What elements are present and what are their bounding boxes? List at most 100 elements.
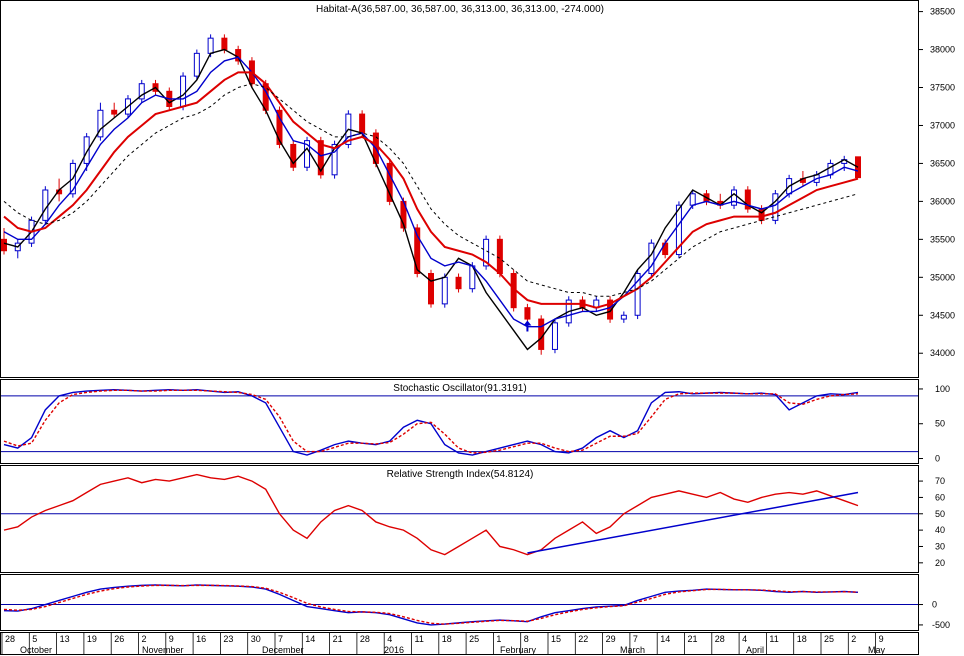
candle-body-46 (634, 273, 641, 316)
x-tick-label-30: 25 (824, 634, 834, 644)
x-tick-label-31: 2 (851, 634, 856, 644)
candle-body-32 (441, 276, 448, 305)
x-tick-label-22: 29 (606, 634, 616, 644)
month-label-4: February (500, 645, 537, 655)
x-tick-label-10: 7 (278, 634, 283, 644)
month-label-1: November (142, 645, 184, 655)
candle-body-38 (524, 307, 531, 320)
x-tick-label-1: 5 (32, 634, 37, 644)
y-tick-label-2-1: 60 (935, 492, 945, 502)
stochastic-panel (0, 379, 919, 464)
candle-body-13 (180, 75, 187, 107)
x-tick-label-11: 14 (305, 634, 315, 644)
candle-body-28 (386, 162, 393, 202)
candle-body-39 (538, 318, 545, 350)
x-tick-label-7: 16 (196, 634, 206, 644)
x-tick-label-4: 26 (114, 634, 124, 644)
buy-arrow-icon (523, 320, 532, 332)
y-tick-label-0-3: 37000 (930, 120, 955, 130)
x-tick-label-19: 8 (524, 634, 529, 644)
x-tick-label-23: 7 (633, 634, 638, 644)
y-tick-label-2-2: 50 (935, 509, 945, 519)
x-tick-label-8: 23 (223, 634, 233, 644)
candle-body-23 (317, 140, 324, 176)
candle-body-8 (111, 109, 118, 115)
candle-body-44 (607, 299, 614, 320)
date-axis (0, 632, 919, 655)
candle-body-6 (83, 136, 90, 164)
month-label-0: October (20, 645, 52, 655)
candle-body-7 (97, 109, 104, 138)
oscillator-panel (0, 574, 919, 631)
candle-body-21 (290, 143, 297, 168)
x-tick-label-13: 28 (360, 634, 370, 644)
month-label-6: April (746, 645, 764, 655)
candle-body-22 (304, 140, 311, 168)
rsi-title: Relative Strength Index(54.8124) (387, 469, 534, 480)
x-tick-label-16: 18 (442, 634, 452, 644)
candle-body-26 (359, 113, 366, 134)
rsi-panel (0, 465, 919, 573)
series-line-0-2 (3, 71, 859, 309)
price-panel (0, 0, 919, 378)
candle-body-33 (455, 276, 462, 290)
price-title: Habitat-A(36,587.00, 36,587.00, 36,313.0… (316, 4, 604, 15)
candle-body-50 (689, 193, 696, 206)
x-tick-label-9: 30 (251, 634, 261, 644)
candle-body-36 (496, 238, 503, 275)
y-tick-label-1-1: 50 (935, 419, 945, 429)
candle-body-24 (331, 143, 338, 176)
y-tick-label-2-4: 30 (935, 541, 945, 551)
x-tick-label-5: 2 (142, 634, 147, 644)
candle-body-15 (207, 37, 214, 54)
candle-body-45 (620, 314, 627, 320)
candle-body-47 (648, 242, 655, 275)
x-tick-label-20: 15 (551, 634, 561, 644)
series-line-3-1 (3, 584, 859, 625)
candle-body-16 (221, 37, 228, 51)
x-tick-label-29: 18 (797, 634, 807, 644)
x-tick-label-12: 21 (333, 634, 343, 644)
candle-body-53 (731, 189, 738, 206)
candle-body-40 (551, 322, 558, 350)
candle-body-14 (193, 52, 200, 77)
y-tick-label-0-4: 36500 (930, 158, 955, 168)
series-line-0-3 (3, 83, 859, 297)
y-tick-label-2-0: 70 (935, 476, 945, 486)
x-tick-label-32: 9 (879, 634, 884, 644)
x-tick-label-25: 21 (688, 634, 698, 644)
x-tick-label-15: 11 (415, 634, 424, 644)
candle-body-10 (138, 83, 145, 100)
series-line-1-1 (3, 389, 859, 454)
y-tick-label-2-5: 20 (935, 558, 945, 568)
series-line-2-0 (3, 473, 859, 556)
x-tick-label-28: 11 (769, 634, 778, 644)
y-tick-label-2-3: 40 (935, 525, 945, 535)
stochastic-title: Stochastic Oscillator(91.3191) (393, 383, 526, 394)
x-tick-label-17: 25 (469, 634, 479, 644)
x-tick-label-27: 4 (742, 634, 747, 644)
candle-body-54 (744, 189, 751, 210)
y-tick-label-0-1: 38000 (930, 45, 955, 55)
series-line-0-0 (3, 48, 859, 351)
x-tick-label-6: 9 (169, 634, 174, 644)
y-tick-label-0-2: 37500 (930, 83, 955, 93)
y-tick-label-3-0: 0 (932, 600, 937, 610)
month-label-3: 2016 (384, 645, 404, 655)
candle-body-3 (42, 189, 49, 221)
candle-body-49 (675, 204, 682, 256)
candle-body-56 (772, 193, 779, 221)
candle-body-20 (276, 109, 283, 145)
candle-body-31 (428, 273, 434, 305)
y-tick-label-0-9: 34000 (930, 348, 955, 358)
rsi-trendline (527, 491, 859, 554)
y-tick-label-0-8: 34500 (930, 310, 955, 320)
x-tick-label-0: 28 (5, 634, 15, 644)
y-tick-label-0-7: 35000 (930, 272, 955, 282)
y-tick-label-0-5: 36000 (930, 196, 955, 206)
y-tick-label-1-2: 0 (935, 454, 940, 464)
x-tick-label-2: 13 (60, 634, 70, 644)
x-tick-label-18: 1 (496, 634, 501, 644)
candle-body-30 (414, 227, 421, 275)
